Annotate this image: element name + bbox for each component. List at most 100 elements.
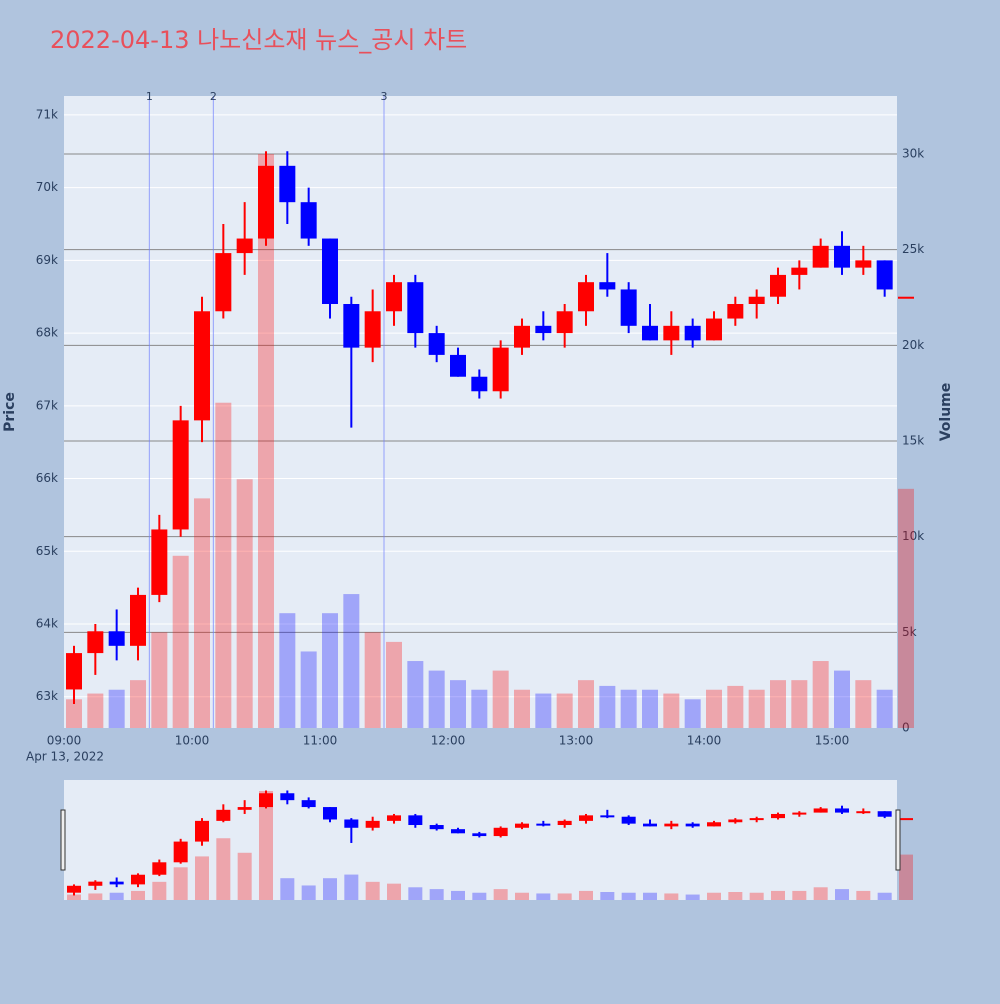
volume-bar <box>323 878 337 900</box>
candle-body <box>322 238 338 304</box>
volume-bar <box>834 670 850 728</box>
x-tick-label: 14:00 <box>687 734 722 748</box>
y2-axis-title: Volume <box>938 383 954 442</box>
volume-bar <box>556 693 573 728</box>
volume-bar <box>855 680 872 728</box>
volume-bar <box>620 689 637 728</box>
volume-bar <box>451 890 465 900</box>
candle-body <box>408 815 423 826</box>
volume-bar <box>344 874 359 900</box>
candle-body <box>898 296 914 299</box>
candle-body <box>131 874 145 885</box>
candle-body <box>387 815 401 821</box>
candle-body <box>791 267 808 275</box>
candle-body <box>364 311 381 348</box>
volume-bar <box>706 689 722 728</box>
candle-body <box>237 807 252 810</box>
x-tick-label: 11:00 <box>303 734 338 748</box>
candle-body <box>88 881 103 886</box>
candle-body <box>600 815 615 818</box>
volume-bar <box>109 892 124 900</box>
candle-body <box>301 800 316 808</box>
candle-body <box>855 260 872 268</box>
volume-bar <box>386 641 402 728</box>
candle-body <box>876 260 893 290</box>
chart-title: 2022-04-13 나노신소재 뉴스_공시 차트 <box>50 26 467 54</box>
candle-body <box>343 304 360 348</box>
volume-bar <box>835 889 849 900</box>
volume-bar <box>600 892 615 900</box>
volume-bar <box>685 894 700 900</box>
volume-bar <box>300 651 317 728</box>
candle-body <box>216 809 231 821</box>
volume-bar <box>152 881 167 900</box>
volume-bar <box>515 892 529 900</box>
volume-bar <box>408 887 423 900</box>
volume-bar <box>898 488 914 728</box>
candle-body <box>173 841 188 863</box>
candle-body <box>728 819 743 823</box>
volume-bar <box>792 890 807 900</box>
volume-bar <box>236 479 253 728</box>
volume-bar <box>195 856 209 900</box>
volume-bar <box>492 670 509 728</box>
range-handle[interactable] <box>895 809 901 871</box>
volume-bar <box>535 693 552 728</box>
y-tick-label: 70k <box>36 180 58 194</box>
y-tick-label: 68k <box>36 326 58 340</box>
range-slider[interactable] <box>64 780 897 900</box>
candle-body <box>450 354 466 377</box>
candle-body <box>684 325 701 341</box>
candle-body <box>899 818 913 821</box>
y2-tick-label: 10k <box>902 529 924 543</box>
y-tick-label: 64k <box>36 617 58 631</box>
candle-body <box>707 822 721 827</box>
volume-bar <box>387 883 401 900</box>
candle-body <box>428 333 445 355</box>
volume-bar <box>428 670 445 728</box>
volume-bar <box>172 555 189 728</box>
volume-bar <box>237 852 252 900</box>
candle-body <box>557 820 572 826</box>
event-label: 1 <box>146 90 153 103</box>
volume-bar <box>66 699 82 728</box>
candle-body <box>515 823 529 828</box>
volume-bar <box>88 893 103 900</box>
candle-body <box>195 820 209 842</box>
candle-body <box>407 282 424 334</box>
candle-body <box>663 325 680 341</box>
volume-bar <box>130 680 146 728</box>
candle-body <box>259 793 273 808</box>
candle-body <box>280 793 295 801</box>
candle-body <box>323 807 337 820</box>
volume-bar <box>684 699 701 728</box>
volume-bar <box>322 613 338 728</box>
volume-bar <box>621 892 636 900</box>
volume-bar <box>108 689 125 728</box>
volume-bar <box>258 153 274 728</box>
volume-bar <box>536 893 551 900</box>
volume-bar <box>279 613 296 728</box>
volume-bar <box>87 693 104 728</box>
volume-bar <box>472 892 487 900</box>
candle-body <box>749 818 764 821</box>
volume-bar <box>578 680 594 728</box>
volume-bar <box>259 791 273 900</box>
candle-body <box>492 347 509 392</box>
candle-body <box>813 808 828 813</box>
candle-body <box>771 813 785 819</box>
event-label: 2 <box>210 90 217 103</box>
y-tick-label: 65k <box>36 544 58 558</box>
candle-body <box>578 282 594 312</box>
candle-body <box>472 833 487 837</box>
candle-body <box>258 165 274 239</box>
y2-tick-label: 20k <box>902 338 924 352</box>
volume-bar <box>664 893 679 900</box>
candle-body <box>194 311 210 421</box>
candle-body <box>621 816 636 824</box>
range-handle[interactable] <box>60 809 66 871</box>
volume-bar <box>813 887 828 900</box>
volume-bar <box>67 894 81 900</box>
candle-body <box>152 862 167 875</box>
